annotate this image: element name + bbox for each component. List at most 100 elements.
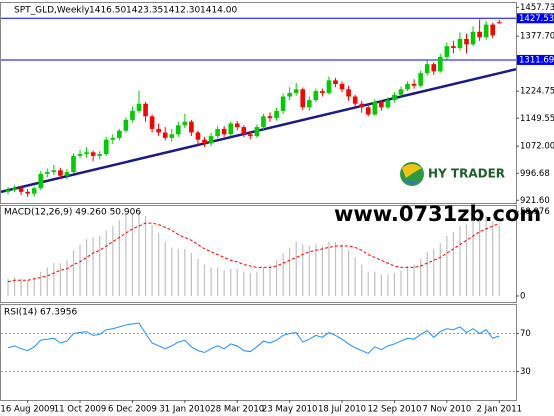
candle-body	[385, 100, 391, 108]
candle-body	[5, 190, 11, 192]
candle-body	[156, 128, 161, 133]
candle-body	[483, 24, 489, 38]
y-tick-label: 1457.73	[520, 3, 554, 13]
pane-title: RSI(14) 67.3956	[4, 308, 77, 318]
y-tick-label: 70	[520, 329, 531, 339]
y-tick-label: 921.60	[520, 196, 550, 206]
y-tick-label: 1072.00	[520, 142, 554, 152]
x-tick-label: 7 Nov 2010	[422, 405, 471, 415]
candle-body	[490, 24, 495, 36]
candle-body	[431, 64, 437, 72]
candle-body	[365, 107, 371, 115]
candle-body	[25, 191, 30, 194]
candle-body	[195, 132, 201, 140]
candle-body	[359, 103, 364, 108]
candle-body	[307, 100, 312, 108]
candle-body	[71, 155, 76, 173]
candle-body	[202, 139, 207, 144]
y-tick-label: 0	[520, 292, 525, 302]
level-label: 1311.69	[519, 55, 554, 65]
candle-body	[418, 73, 423, 86]
header-value: 1412.30	[163, 6, 200, 16]
watermark: www.0731zb.com	[334, 202, 541, 226]
candle-body	[136, 103, 142, 111]
candle-body	[90, 152, 96, 156]
candle-body	[392, 94, 397, 101]
candle-body	[162, 132, 168, 138]
candle-body	[189, 121, 194, 133]
candle-body	[398, 89, 404, 95]
candle-body	[110, 137, 116, 140]
candle-body	[51, 170, 57, 173]
header-value: 1416.50	[89, 6, 126, 16]
candle-body	[117, 130, 122, 138]
candle-body	[313, 91, 319, 101]
candle-body	[333, 80, 338, 84]
y-tick-label: 1377.70	[520, 32, 554, 42]
y-tick-label: 1224.75	[520, 87, 554, 97]
level-label: 1427.53	[519, 14, 554, 24]
macd-pane	[0, 205, 517, 303]
header-value: 1414.00	[200, 6, 237, 16]
candle-body	[77, 154, 83, 156]
candle-body	[352, 96, 358, 104]
candle-body	[254, 127, 260, 137]
x-tick-label: 18 Jul 2010	[318, 405, 366, 415]
candle-body	[372, 101, 378, 115]
candle-body	[267, 116, 273, 119]
x-tick-label: 12 Sep 2010	[368, 405, 422, 415]
candle-body	[215, 128, 220, 137]
x-tick-label: 23 May 2010	[262, 405, 317, 415]
candle-body	[477, 31, 482, 38]
level-label-box	[517, 54, 554, 65]
candle-body	[97, 154, 102, 156]
x-tick-label: 11 Oct 2009	[54, 405, 107, 415]
y-tick-label: 58.976	[520, 207, 550, 217]
candle-body	[169, 134, 175, 138]
candle-body	[346, 89, 351, 97]
candle-body	[123, 119, 129, 131]
y-tick-label: 996.68	[520, 169, 550, 179]
candle-body	[411, 83, 417, 86]
x-tick-label: 2 Jan 2011	[476, 405, 522, 415]
candle-body	[149, 116, 155, 129]
candle-body	[12, 188, 17, 191]
candle-body	[451, 46, 456, 48]
chart-title: SPT_GLD,Weekly	[14, 6, 90, 16]
candle-body	[182, 121, 188, 126]
candle-body	[31, 188, 37, 194]
candle-body	[261, 116, 266, 128]
candle-body	[84, 152, 89, 155]
x-tick-label: 31 Jan 2010	[159, 405, 210, 415]
x-tick-label: 16 Aug 2009	[0, 405, 54, 415]
candle-body	[143, 103, 148, 117]
signal-line	[7, 222, 500, 283]
candle-body	[18, 188, 24, 192]
candle-body	[208, 136, 214, 144]
candle-body	[130, 110, 135, 120]
candle-body	[320, 91, 325, 93]
candle-body	[64, 172, 70, 176]
rsi-line	[7, 322, 500, 355]
y-tick-label: 30	[520, 367, 531, 377]
candle-body	[228, 123, 233, 135]
candle-body	[379, 101, 384, 108]
candle-body	[176, 125, 181, 135]
x-tick-label: 6 Dec 2009	[108, 405, 157, 415]
logo-text: HY TRADER	[428, 167, 505, 181]
candle-body	[444, 46, 450, 57]
candle-body	[326, 80, 332, 93]
candle-body	[293, 89, 299, 93]
main-pane	[0, 2, 517, 204]
candle-body	[221, 128, 227, 135]
candle-body	[45, 172, 50, 174]
candle-body	[339, 83, 345, 90]
pane-title: MACD(12,26,9) 49.260 50.906	[4, 208, 141, 218]
candle-body	[300, 89, 306, 108]
candle-body	[274, 110, 279, 119]
candle-body	[405, 83, 410, 90]
candle-body	[280, 96, 286, 111]
candle-body	[470, 31, 476, 45]
y-tick-label: 1149.55	[520, 114, 554, 124]
